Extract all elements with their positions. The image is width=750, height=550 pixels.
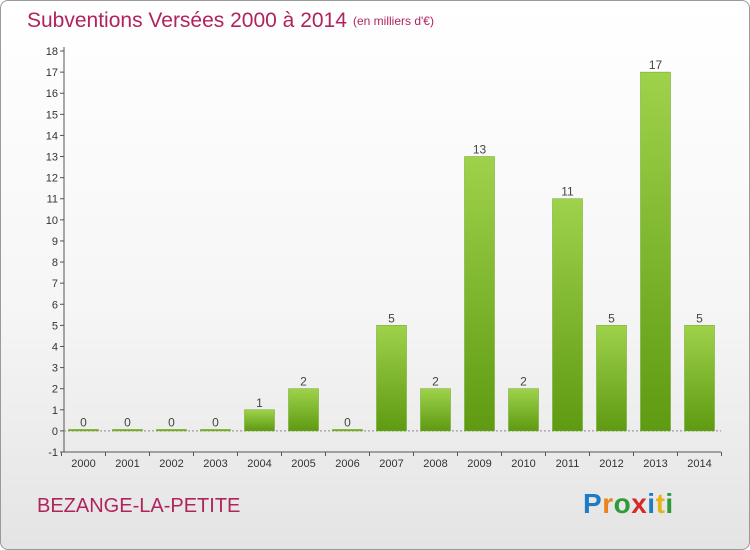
y-tick-label: 17	[46, 67, 58, 79]
x-tick-label: 2000	[71, 458, 95, 470]
x-tick-label: 2012	[599, 458, 623, 470]
logo-letter: i	[665, 488, 674, 519]
bar-2007	[376, 325, 407, 432]
logo-letter: x	[631, 488, 648, 519]
bar-2013	[640, 71, 671, 432]
x-tick-label: 2008	[423, 458, 447, 470]
x-tick-label: 2001	[115, 458, 139, 470]
y-tick-label: -1	[48, 447, 58, 459]
bar-2006	[332, 429, 363, 432]
bar-2005	[288, 388, 319, 432]
data-label: 5	[696, 311, 703, 325]
x-tick-label: 2007	[379, 458, 403, 470]
bar-2010	[508, 388, 539, 432]
data-label: 1	[256, 396, 263, 410]
bar-2008	[420, 388, 451, 432]
logo-letter: r	[602, 488, 614, 519]
logo-letter: o	[613, 488, 632, 519]
y-tick-label: 4	[52, 341, 58, 353]
bar-2014	[684, 325, 715, 432]
data-label: 13	[473, 143, 487, 157]
y-tick-label: 12	[46, 173, 58, 185]
x-tick-label: 2009	[467, 458, 491, 470]
y-tick-label: 14	[46, 130, 58, 142]
x-tick-label: 2010	[511, 458, 535, 470]
logo-letter: t	[655, 488, 666, 519]
bar-2001	[112, 429, 143, 432]
bar-2011	[552, 198, 583, 432]
bar-2012	[596, 325, 627, 432]
y-tick-label: 9	[52, 236, 58, 248]
bar-2003	[200, 429, 231, 432]
logo-letter: P	[583, 488, 603, 519]
y-tick-label: 18	[46, 46, 58, 58]
bar-2004	[244, 409, 275, 432]
chart-subtitle: (en milliers d'€)	[353, 14, 434, 28]
x-tick-label: 2003	[203, 458, 227, 470]
x-tick-label: 2013	[643, 458, 667, 470]
data-label: 2	[432, 375, 439, 389]
x-tick-label: 2005	[291, 458, 315, 470]
y-tick-label: 5	[52, 320, 58, 332]
x-tick-label: 2014	[687, 458, 711, 470]
data-label: 0	[168, 415, 175, 429]
y-tick-label: 8	[52, 257, 58, 269]
data-label: 2	[520, 375, 527, 389]
y-tick-label: 3	[52, 363, 58, 375]
y-tick-label: 16	[46, 88, 58, 100]
y-tick-label: 11	[47, 194, 58, 206]
x-tick-label: 2006	[335, 458, 359, 470]
x-tick-label: 2011	[556, 458, 580, 470]
x-tick-label: 2002	[159, 458, 183, 470]
data-label: 0	[124, 415, 131, 429]
data-label: 11	[561, 185, 574, 199]
commune-name: BEZANGE-LA-PETITE	[37, 495, 241, 517]
y-tick-label: 2	[52, 384, 58, 396]
x-tick-label: 2004	[247, 458, 271, 470]
y-tick-label: 13	[46, 152, 58, 164]
data-label: 17	[649, 58, 663, 72]
data-label: 5	[608, 311, 615, 325]
bar-2000	[68, 429, 99, 432]
data-label: 2	[300, 375, 307, 389]
y-tick-label: 1	[52, 405, 58, 417]
y-tick-label: 6	[52, 299, 58, 311]
data-label: 0	[212, 415, 219, 429]
data-label: 5	[388, 311, 395, 325]
bar-2002	[156, 429, 187, 432]
y-tick-label: 0	[52, 426, 58, 438]
y-tick-label: 10	[46, 215, 58, 227]
bar-2009	[464, 156, 495, 432]
y-tick-label: 7	[52, 278, 58, 290]
data-label: 0	[344, 415, 351, 429]
proxiti-logo[interactable]: Proxiti	[583, 488, 674, 520]
logo-letter: i	[647, 488, 656, 519]
data-label: 0	[80, 415, 87, 429]
y-tick-label: 15	[46, 109, 58, 121]
chart-title: Subventions Versées 2000 à 2014	[27, 9, 347, 32]
